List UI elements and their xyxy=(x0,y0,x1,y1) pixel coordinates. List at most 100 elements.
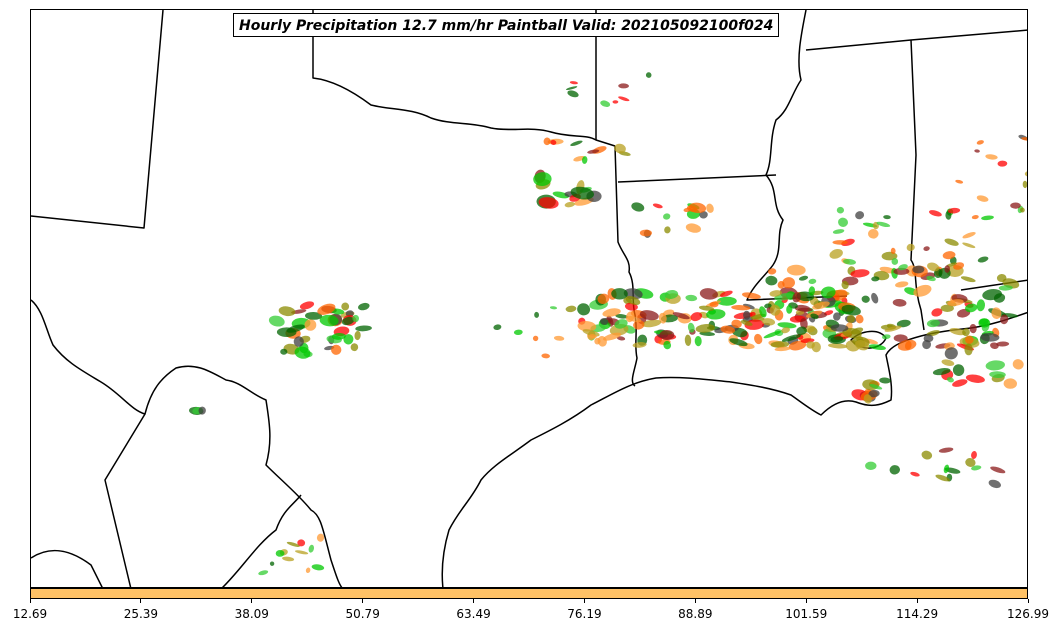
precip-blob xyxy=(952,379,968,387)
precip-blob xyxy=(664,290,679,299)
precip-blob xyxy=(743,310,751,320)
precip-blob xyxy=(960,276,976,283)
precip-blob xyxy=(663,340,672,350)
precip-blob xyxy=(944,238,959,246)
precip-blob xyxy=(830,336,844,343)
precip-blob xyxy=(543,137,551,146)
precip-blob xyxy=(611,288,628,300)
precip-blob xyxy=(633,320,645,330)
precip-blob xyxy=(720,325,736,334)
precip-blob xyxy=(317,303,336,315)
precip-blob xyxy=(981,215,994,221)
precip-blob xyxy=(631,202,645,212)
precip-blob xyxy=(944,347,958,360)
precip-blob xyxy=(774,346,791,352)
precip-blob xyxy=(947,207,961,214)
precip-blob xyxy=(625,295,641,306)
precip-blob xyxy=(618,83,629,89)
precip-blob xyxy=(729,338,748,347)
ms-al-border xyxy=(910,39,925,331)
precip-blob xyxy=(532,335,539,342)
precip-blob xyxy=(286,541,300,547)
precip-blob xyxy=(800,318,808,330)
precip-blob xyxy=(890,247,896,254)
precip-blob xyxy=(923,246,930,251)
precip-blob xyxy=(927,262,940,272)
tn-border xyxy=(805,29,1027,51)
precip-blob xyxy=(357,302,370,311)
precip-blob xyxy=(350,343,359,352)
colorbar-tick-mark xyxy=(583,599,585,603)
colorbar-tick-mark xyxy=(29,599,31,603)
precip-blob xyxy=(615,313,628,319)
precip-blob xyxy=(614,319,628,329)
precip-blob xyxy=(830,324,849,332)
precip-blob xyxy=(352,314,360,323)
precip-blob xyxy=(645,72,652,78)
precip-blob xyxy=(971,215,979,220)
precip-blob xyxy=(513,329,523,336)
precip-blob xyxy=(331,344,342,355)
precip-blob xyxy=(672,312,690,320)
precip-blob xyxy=(976,299,986,312)
precip-blob xyxy=(788,340,807,351)
precip-blob xyxy=(343,334,354,345)
precip-blob xyxy=(685,223,701,233)
precip-blob xyxy=(690,312,703,322)
precip-blob xyxy=(764,303,772,309)
precip-blob xyxy=(912,265,925,274)
precip-blob xyxy=(841,304,861,316)
precip-blob xyxy=(955,179,964,184)
colorbar-tick-label: 101.59 xyxy=(785,607,828,621)
precip-blob xyxy=(1022,180,1027,189)
precip-blob xyxy=(698,305,715,311)
colorbar-tick-mark xyxy=(140,599,142,603)
map-panel xyxy=(30,9,1028,588)
precip-blob xyxy=(549,306,558,310)
colorbar-tick-mark xyxy=(1027,599,1029,603)
colorbar-tick-mark xyxy=(916,599,918,603)
precip-blob xyxy=(926,275,936,282)
precip-blob xyxy=(319,314,339,327)
precip-blob xyxy=(964,343,973,356)
precip-blob xyxy=(962,232,976,239)
precip-blob xyxy=(943,464,950,474)
precip-blob xyxy=(581,156,588,164)
precip-blob xyxy=(198,406,206,415)
precip-blob xyxy=(889,465,900,475)
precip-blob xyxy=(829,249,843,259)
precip-blob xyxy=(311,564,325,571)
precip-blob xyxy=(896,319,911,328)
precip-blob xyxy=(871,276,880,282)
precip-blob xyxy=(893,334,908,343)
precip-blob xyxy=(876,221,891,228)
precip-blob xyxy=(767,268,777,275)
precip-blob xyxy=(731,319,742,328)
precip-blob xyxy=(913,284,932,297)
precip-blob xyxy=(1012,359,1024,370)
precip-blob xyxy=(952,364,965,376)
precip-blob xyxy=(282,556,295,562)
precip-blob xyxy=(947,299,964,307)
precip-blob xyxy=(612,100,619,104)
precip-blob xyxy=(684,334,692,346)
precip-blob xyxy=(850,269,870,278)
al-fl-border xyxy=(960,279,1027,291)
precip-blob xyxy=(932,368,951,376)
precip-blob xyxy=(977,256,989,263)
precip-blob xyxy=(882,334,891,340)
precip-blob xyxy=(869,384,883,390)
precip-blob xyxy=(832,240,848,245)
precip-blob xyxy=(820,286,836,299)
precip-blob xyxy=(836,206,845,214)
precip-blob xyxy=(786,305,793,314)
precip-blob xyxy=(828,343,848,349)
precip-blob xyxy=(541,353,550,359)
colorbar-tick-label: 114.29 xyxy=(896,607,939,621)
precip-blob xyxy=(812,301,830,310)
precip-blob xyxy=(632,342,647,348)
precip-blob xyxy=(765,275,778,286)
precip-blob xyxy=(1000,314,1009,325)
precip-blob xyxy=(331,332,346,340)
precip-blob xyxy=(863,394,872,404)
